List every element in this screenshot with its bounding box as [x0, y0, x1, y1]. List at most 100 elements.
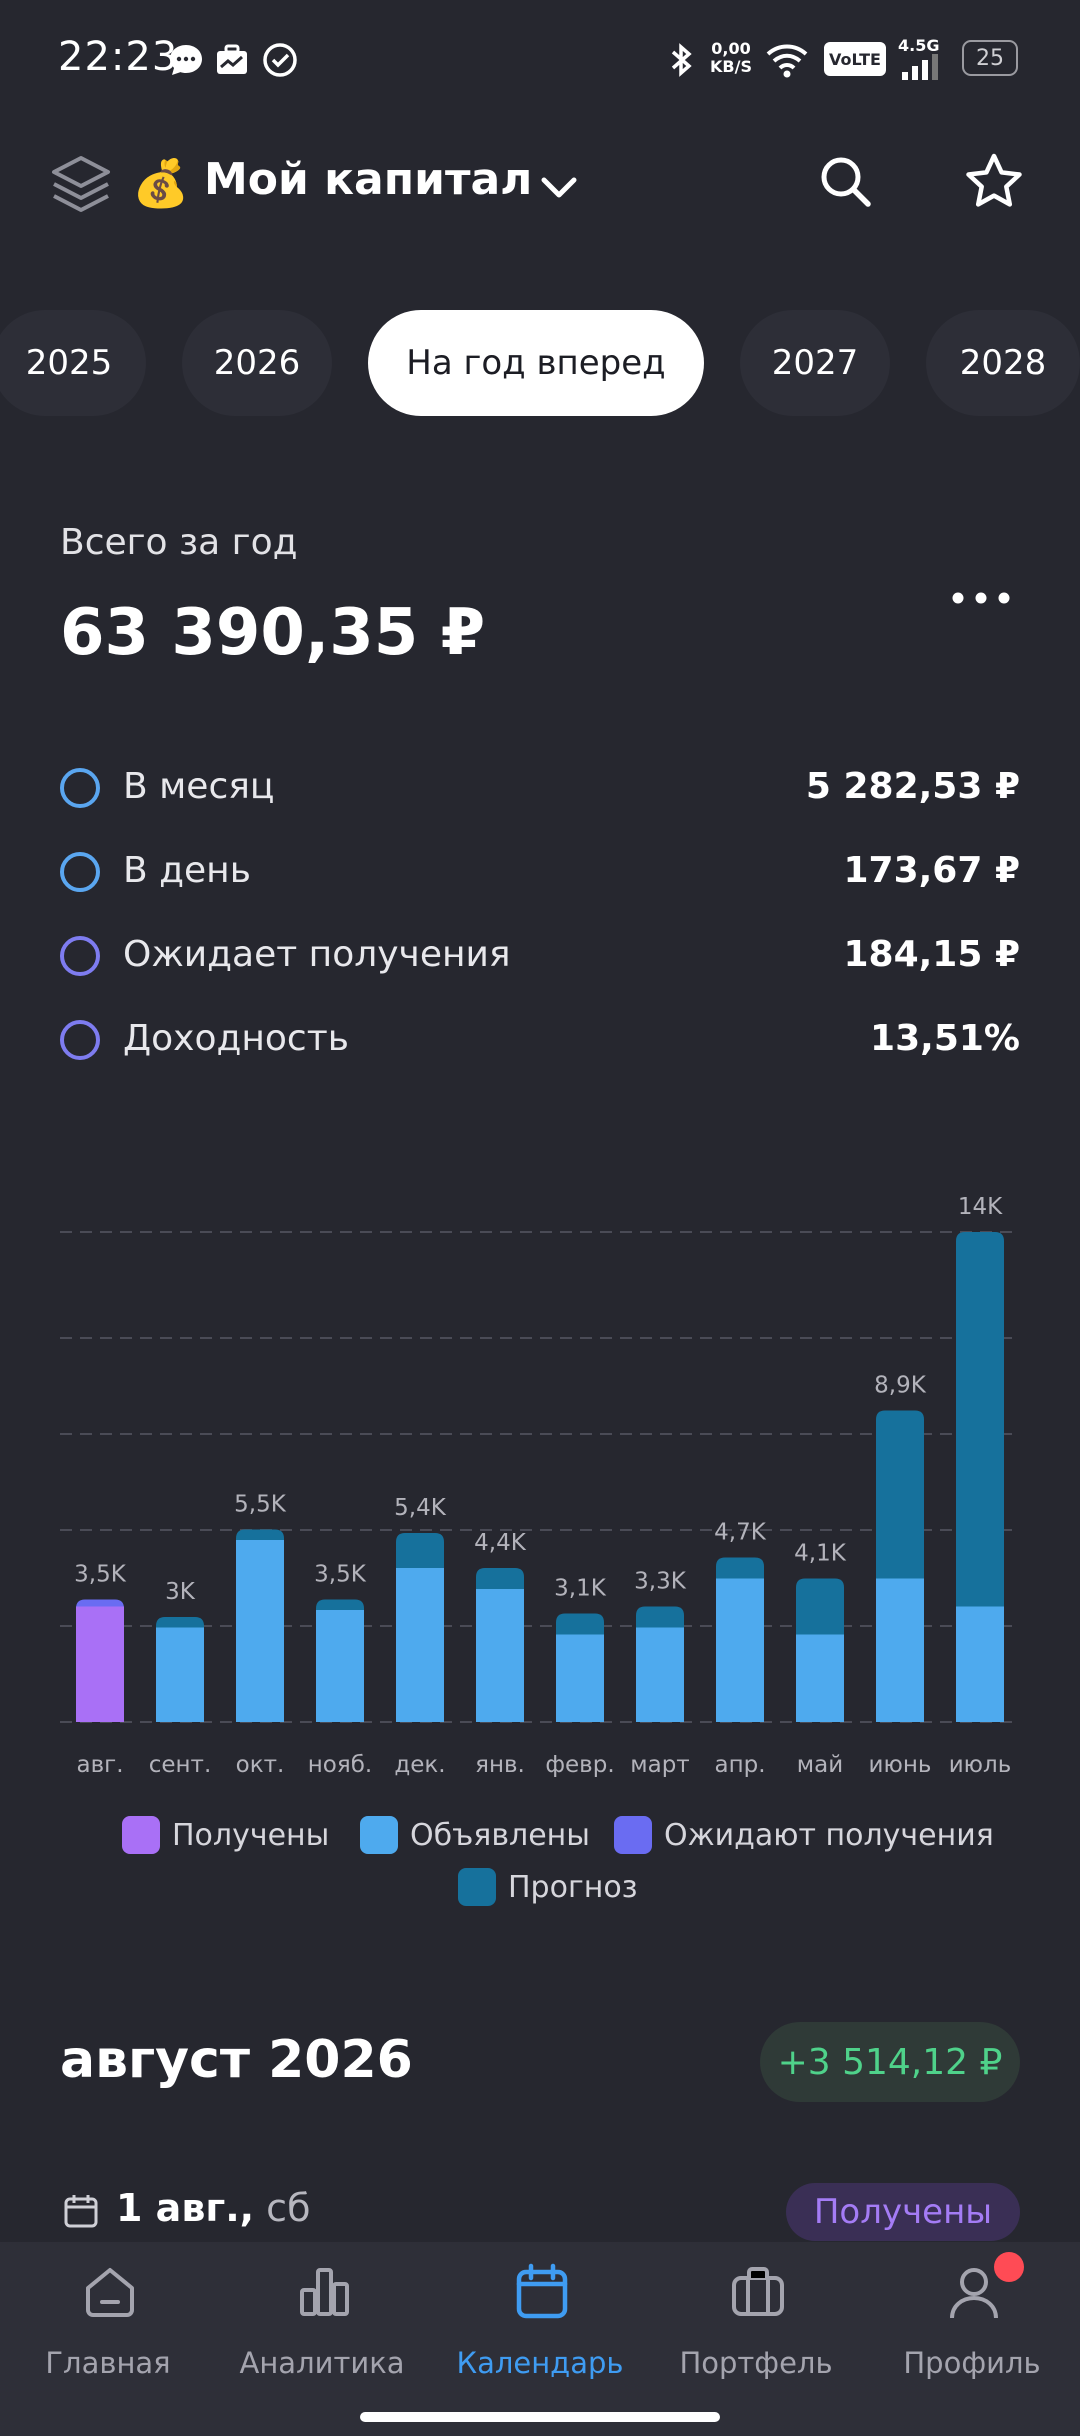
summary-label: Всего за год — [60, 522, 298, 563]
x-tick-label: сент. — [149, 1752, 212, 1778]
more-options-icon[interactable] — [946, 578, 1016, 618]
bar-segment — [316, 1610, 364, 1722]
legend-pending[interactable]: Ожидают получения — [614, 1816, 994, 1854]
stat-marker — [60, 768, 100, 808]
bar-total-label: 3K — [165, 1579, 196, 1605]
bar-total-label: 3,5K — [314, 1562, 367, 1588]
bar-segment — [636, 1606, 684, 1628]
nav-profile[interactable]: Профиль — [872, 2252, 1072, 2392]
bar-segment — [796, 1578, 844, 1635]
month-total-badge: +3 514,12 ₽ — [760, 2022, 1020, 2102]
bar-segment — [396, 1568, 444, 1722]
bar-segment — [796, 1634, 844, 1722]
notification-dot — [994, 2252, 1024, 2282]
stat-yield: Доходность 13,51% — [60, 1010, 1020, 1070]
legend-swatch — [360, 1816, 398, 1854]
x-tick-label: февр. — [545, 1752, 614, 1778]
bar-segment — [316, 1599, 364, 1610]
bar-total-label: 5,5K — [234, 1492, 287, 1518]
bluetooth-icon — [671, 43, 692, 77]
month-title: август 2026 — [60, 2030, 413, 2090]
stat-per-day: В день 173,67 ₽ — [60, 842, 1020, 902]
network-type: 4.5G — [898, 36, 940, 55]
legend-swatch — [614, 1816, 652, 1854]
bar-total-label: 5,4K — [394, 1495, 447, 1521]
bar-segment — [876, 1410, 924, 1579]
search-icon[interactable] — [814, 150, 878, 214]
battery-icon: 25 — [962, 40, 1018, 76]
bar-segment — [476, 1568, 524, 1589]
nav-label: Аналитика — [239, 2346, 405, 2380]
bar-segment — [396, 1533, 444, 1568]
home-icon — [86, 2268, 134, 2317]
nav-portfolio[interactable]: Портфель — [656, 2262, 856, 2392]
stat-label: В месяц — [123, 766, 275, 807]
legend-label: Объявлены — [410, 1817, 590, 1853]
layers-icon[interactable] — [46, 150, 116, 220]
x-tick-label: май — [797, 1752, 843, 1778]
wifi-icon — [766, 44, 808, 78]
legend-swatch — [458, 1868, 496, 1906]
calendar-small-icon — [64, 2195, 98, 2228]
nav-label: Главная — [45, 2346, 171, 2380]
profile-icon — [950, 2268, 998, 2319]
stat-value: 184,15 ₽ — [843, 934, 1020, 975]
nav-label: Профиль — [903, 2346, 1041, 2380]
bar-segment — [956, 1232, 1004, 1607]
bar-segment — [236, 1529, 284, 1540]
nav-calendar[interactable]: Календарь — [440, 2262, 640, 2392]
stat-marker — [60, 852, 100, 892]
status-badge: Получены — [786, 2183, 1020, 2241]
signal-icon — [902, 54, 938, 80]
x-tick-label: окт. — [236, 1752, 285, 1778]
legend-forecast[interactable]: Прогноз — [458, 1868, 638, 1906]
bar-segment — [716, 1557, 764, 1579]
portfolio-title[interactable]: Мой капитал — [204, 154, 533, 205]
x-tick-label: дек. — [394, 1752, 445, 1778]
legend-swatch — [122, 1816, 160, 1854]
bar-segment — [76, 1599, 124, 1609]
legend-label: Прогноз — [508, 1869, 638, 1905]
star-icon[interactable] — [962, 150, 1026, 214]
stat-value: 173,67 ₽ — [843, 850, 1020, 891]
bar-segment — [556, 1613, 604, 1635]
nav-label: Портфель — [679, 2346, 833, 2380]
bar-segment — [556, 1634, 604, 1722]
home-indicator — [360, 2412, 720, 2422]
tab-2027[interactable]: 2027 — [740, 310, 890, 416]
nav-label: Календарь — [456, 2346, 624, 2380]
bar-segment — [636, 1627, 684, 1722]
stat-label: Доходность — [123, 1018, 349, 1059]
calendar-icon — [516, 2263, 568, 2319]
tab-2026[interactable]: 2026 — [182, 310, 332, 416]
bar-total-label: 4,7K — [714, 1520, 767, 1546]
bar-segment — [956, 1606, 1004, 1722]
nav-analytics[interactable]: Аналитика — [222, 2262, 422, 2392]
bar-total-label: 4,4K — [474, 1530, 527, 1556]
chevron-down-icon[interactable] — [536, 164, 582, 210]
net-speed: 0,00 KB/S — [710, 39, 752, 76]
tab-2028[interactable]: 2028 — [926, 310, 1080, 416]
stat-label: Ожидает получения — [123, 934, 511, 975]
legend-announced[interactable]: Объявлены — [360, 1816, 590, 1854]
moneybag-icon: 💰 — [132, 156, 190, 210]
nav-home[interactable]: Главная — [8, 2262, 208, 2392]
bar-segment — [236, 1540, 284, 1722]
x-tick-label: март — [630, 1752, 689, 1778]
bar-total-label: 14K — [958, 1194, 1003, 1220]
tab-2025[interactable]: 2025 — [0, 310, 146, 416]
stat-label: В день — [123, 850, 251, 891]
stat-marker — [60, 936, 100, 976]
x-tick-label: июль — [949, 1752, 1012, 1778]
tab-year-ahead[interactable]: На год вперед — [368, 310, 704, 416]
stat-per-month: В месяц 5 282,53 ₽ — [60, 758, 1020, 818]
bottom-nav — [0, 2242, 1080, 2436]
legend-received[interactable]: Получены — [122, 1816, 329, 1854]
analytics-icon — [300, 2268, 349, 2316]
x-tick-label: апр. — [714, 1752, 765, 1778]
bar-segment — [156, 1627, 204, 1722]
legend-label: Получены — [172, 1817, 330, 1853]
bar-segment — [716, 1578, 764, 1722]
bar-total-label: 8,9K — [874, 1373, 927, 1399]
stat-marker — [60, 1020, 100, 1060]
